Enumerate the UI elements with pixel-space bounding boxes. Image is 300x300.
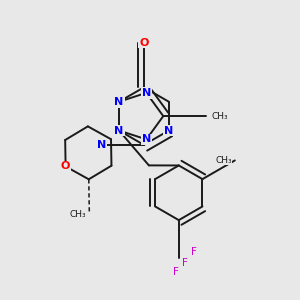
- Text: CH₃: CH₃: [70, 210, 86, 219]
- Text: CH₃: CH₃: [215, 156, 232, 165]
- Text: N: N: [142, 134, 151, 144]
- Text: N: N: [114, 97, 124, 107]
- Text: N: N: [142, 88, 151, 98]
- Text: F: F: [173, 267, 179, 278]
- Text: F: F: [182, 259, 188, 269]
- Text: CH₃: CH₃: [212, 112, 228, 121]
- Text: O: O: [139, 38, 148, 47]
- Text: O: O: [61, 161, 70, 171]
- Text: N: N: [114, 125, 124, 136]
- Text: F: F: [191, 247, 197, 256]
- Text: N: N: [97, 140, 106, 150]
- Text: N: N: [164, 125, 173, 136]
